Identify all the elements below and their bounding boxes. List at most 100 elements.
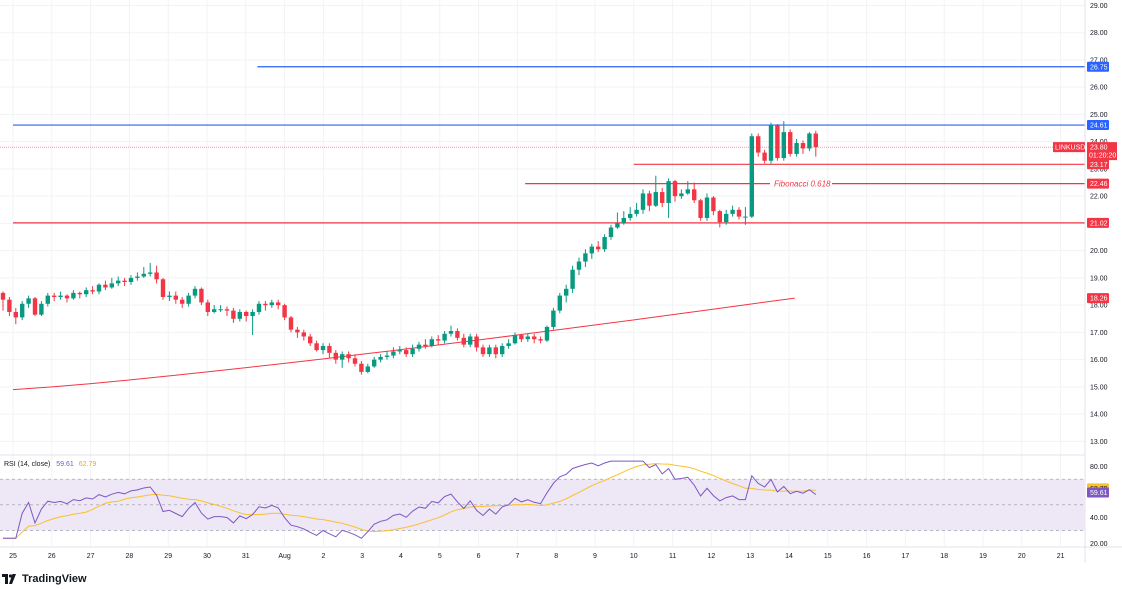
candle xyxy=(775,123,780,161)
candle-body xyxy=(237,311,242,319)
candle-body xyxy=(461,337,466,345)
candle xyxy=(525,333,530,342)
candle xyxy=(756,133,761,157)
rsi-ma-value: 62.79 xyxy=(79,461,97,468)
candle xyxy=(71,290,76,300)
candle-body xyxy=(807,133,812,149)
candle-body xyxy=(320,346,326,351)
price-badge-bg xyxy=(1087,61,1109,72)
candle xyxy=(77,291,82,299)
candle xyxy=(352,354,358,367)
candle-body xyxy=(813,133,818,148)
candle xyxy=(544,325,550,342)
candle xyxy=(788,129,793,157)
candle-body xyxy=(692,189,697,201)
candle-body xyxy=(90,290,95,292)
price-badge-bg xyxy=(1087,159,1109,170)
time-tick-label: Aug xyxy=(278,553,291,560)
candle-body xyxy=(538,339,543,341)
candle-body xyxy=(621,217,626,224)
candle-body xyxy=(493,347,498,355)
candle xyxy=(692,182,697,203)
rsi-pane xyxy=(0,460,1085,539)
candle xyxy=(192,286,198,299)
candle-body xyxy=(647,193,652,206)
candle-body xyxy=(64,295,70,299)
horizontal-levels[interactable] xyxy=(13,66,1085,224)
candle-body xyxy=(698,200,703,218)
candle xyxy=(90,286,95,295)
candle-body xyxy=(301,332,306,337)
candle-body xyxy=(244,311,249,317)
candle-body xyxy=(800,143,806,149)
candle-body xyxy=(218,309,223,311)
price-tick-label: 19.00 xyxy=(1090,275,1108,282)
candle-body xyxy=(532,336,537,340)
candle xyxy=(231,307,236,323)
candle-body xyxy=(39,303,44,315)
candle xyxy=(212,305,217,314)
candle-body xyxy=(570,269,575,289)
candle xyxy=(397,346,402,355)
time-tick-label: 17 xyxy=(902,553,910,560)
candle-body xyxy=(666,181,671,203)
candle-body xyxy=(141,273,146,277)
candle xyxy=(160,277,166,300)
candle xyxy=(487,344,492,357)
price-tick-label: 15.00 xyxy=(1090,384,1108,391)
candle xyxy=(148,262,153,277)
candle-body xyxy=(173,295,178,300)
candle xyxy=(333,350,338,364)
price-badge-label: 22.46 xyxy=(1090,181,1108,188)
candle xyxy=(807,132,812,152)
time-tick-label: 31 xyxy=(242,553,250,560)
rsi-tick-label: 20.00 xyxy=(1090,541,1108,548)
candle xyxy=(564,284,569,303)
candle xyxy=(711,196,716,216)
candle xyxy=(532,333,537,344)
candle-body xyxy=(71,292,76,299)
candle-body xyxy=(391,351,396,356)
candle-body xyxy=(416,344,422,349)
rsi-legend[interactable]: RSI (14, close) 59.61 62.79 xyxy=(4,461,96,468)
candle-body xyxy=(45,295,50,304)
candle xyxy=(45,292,50,307)
price-tick-label: 22.00 xyxy=(1090,194,1108,201)
candle xyxy=(429,336,434,348)
candle xyxy=(186,292,191,307)
candle-body xyxy=(781,132,786,159)
candle-body xyxy=(263,303,268,306)
candle-body xyxy=(282,305,287,318)
last-price-badge: LINKUSDT 23.80 01:20:20 xyxy=(1053,142,1117,161)
price-badge-bg xyxy=(1087,178,1109,189)
candle xyxy=(250,309,255,336)
moving-average-line xyxy=(12,297,795,391)
time-tick-label: 27 xyxy=(87,553,95,560)
candle-body xyxy=(32,298,38,315)
candle xyxy=(724,209,729,225)
tradingview-logo[interactable]: TradingView xyxy=(2,572,87,586)
price-badge-bg xyxy=(1087,120,1109,131)
candle xyxy=(583,249,588,268)
candle-body xyxy=(506,343,511,347)
candle xyxy=(295,326,300,338)
candle xyxy=(256,301,262,315)
candle xyxy=(359,361,364,375)
candle-body xyxy=(487,347,492,355)
candle xyxy=(58,291,63,300)
candle-body xyxy=(557,295,562,311)
last-price-countdown: 01:20:20 xyxy=(1089,153,1116,160)
time-axis[interactable]: 25 26 27 28 29 30 31 Aug 2 3 4 5 6 7 8 9 10 11 12 13 14 15 16 1… xyxy=(9,553,1064,560)
candle-body xyxy=(711,197,716,212)
candle-body xyxy=(423,344,428,347)
candle xyxy=(384,351,390,360)
candle xyxy=(39,301,44,317)
price-tick-label: 23.00 xyxy=(1090,166,1108,173)
time-tick-label: 12 xyxy=(708,553,716,560)
time-tick-label: 8 xyxy=(554,553,558,560)
time-tick-label: 2 xyxy=(321,553,325,560)
candle xyxy=(173,291,178,304)
candle-body xyxy=(212,309,217,312)
